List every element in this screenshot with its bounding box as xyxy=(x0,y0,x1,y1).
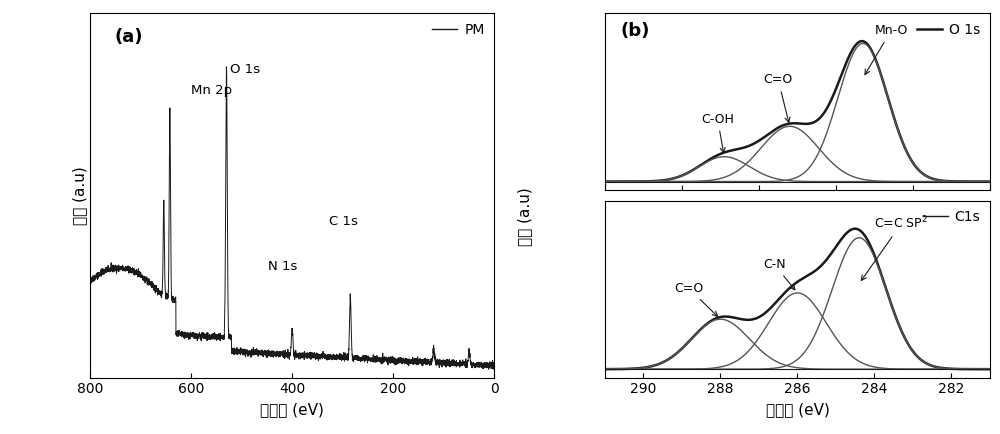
X-axis label: 结合能 (eV): 结合能 (eV) xyxy=(260,402,324,417)
X-axis label: 结合能 (eV): 结合能 (eV) xyxy=(766,402,829,417)
Text: Mn 2p: Mn 2p xyxy=(191,84,232,97)
Text: O 1s: O 1s xyxy=(230,63,260,76)
Text: C=C SP$^2$: C=C SP$^2$ xyxy=(861,215,929,280)
Text: 强度 (a.u): 强度 (a.u) xyxy=(518,187,532,247)
Legend: C1s: C1s xyxy=(920,207,983,227)
Text: C-OH: C-OH xyxy=(701,112,734,153)
Text: C 1s: C 1s xyxy=(329,215,358,228)
Legend: PM: PM xyxy=(430,20,487,39)
Text: C-N: C-N xyxy=(763,258,795,290)
Text: Mn-O: Mn-O xyxy=(865,24,908,75)
Legend: O 1s: O 1s xyxy=(914,20,983,39)
Y-axis label: 强度 (a.u): 强度 (a.u) xyxy=(72,166,87,225)
Text: N 1s: N 1s xyxy=(268,260,297,273)
Text: C=O: C=O xyxy=(764,73,793,122)
Text: (a): (a) xyxy=(114,28,143,46)
Text: (b): (b) xyxy=(620,22,650,40)
Text: C=O: C=O xyxy=(674,282,718,316)
